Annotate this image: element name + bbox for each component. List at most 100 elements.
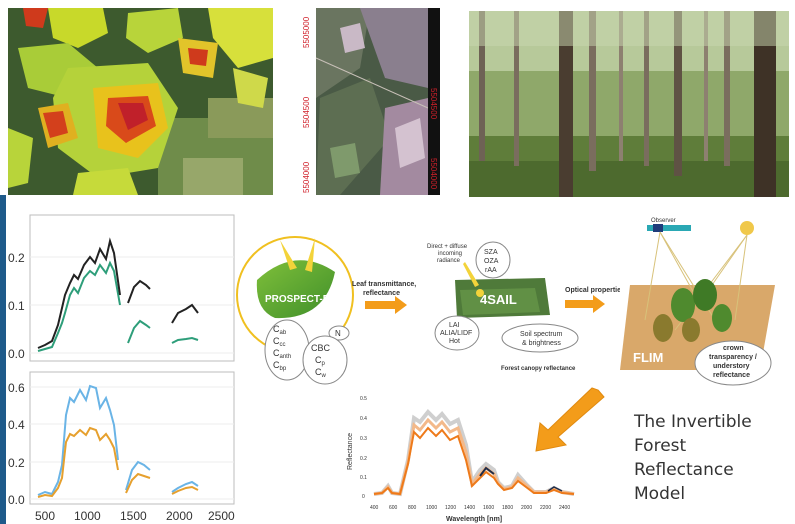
forest-photo: [469, 11, 789, 197]
tree-icon-4: [653, 314, 673, 342]
small-xtick-0: 400: [370, 505, 379, 511]
small-xtick-3: 1000: [426, 505, 437, 511]
angle-raa: rAA: [485, 267, 497, 274]
tree-icon-5: [682, 318, 700, 342]
n-label: N: [335, 329, 341, 338]
arrow1-icon: [365, 296, 407, 314]
param-ccc: Ccc: [273, 336, 286, 348]
param-cbp: Cbp: [273, 360, 287, 372]
upper-spectra-plot: 0.2 0.1 0.0: [8, 214, 235, 362]
small-ytick-4: 0.1: [360, 475, 367, 481]
lower-series-orange: [37, 426, 199, 498]
reflectance-chart: Reflectance 0.5 0.4 0.3 0.2 0.1 0 400 60…: [347, 396, 575, 523]
lai-param-2: Hot: [449, 338, 460, 345]
small-ytick-5: 0: [362, 494, 365, 500]
lower-xtick-4: 2500: [208, 509, 235, 523]
arrow1-label-2: reflectance: [363, 290, 400, 297]
param-cp: Cp: [315, 355, 326, 367]
direct-label-1: Direct + diffuse: [427, 244, 468, 250]
crown-bubble: [694, 340, 772, 386]
small-xtick-4: 1200: [445, 505, 456, 511]
direct-label-2: incoming: [438, 251, 462, 257]
leaf-icon: [256, 260, 335, 319]
arrow1-label-1: Leaf transmittance,: [352, 281, 416, 288]
cbc-label: CBC: [311, 343, 331, 353]
down-arrow-icon: [535, 387, 605, 452]
small-xtick-9: 2200: [540, 505, 551, 511]
aerial-coord-left-top: 5505000: [302, 16, 311, 48]
radiance-arrow-icon: [463, 262, 479, 287]
lower-ytick-3: 0.0: [8, 493, 25, 507]
aerial-coord-right-2: 5504000: [429, 158, 438, 190]
model-title: The Invertible Forest Reflectance Model: [634, 410, 752, 506]
crown-label-1: crown: [723, 345, 744, 352]
lower-ytick-2: 0.2: [8, 456, 25, 470]
aerial-coord-right-1: 5504500: [429, 88, 438, 120]
arrow2-icon: [565, 295, 605, 313]
crown-label-3: understory: [713, 363, 750, 370]
param-cab: Cab: [273, 324, 287, 336]
angle-oza: OZA: [484, 258, 499, 265]
title-line-1: The Invertible: [634, 412, 752, 432]
satellite-icon: [647, 225, 691, 231]
upper-ytick-0: 0.2: [8, 251, 25, 265]
direct-label-3: radiance: [437, 258, 461, 264]
crown-label-2: transparency /: [709, 354, 757, 361]
crown-label-4: reflectance: [713, 372, 750, 379]
soil-label-2: & brightness: [522, 340, 561, 347]
small-ytick-3: 0.2: [360, 456, 367, 462]
small-ylabel: Reflectance: [347, 433, 354, 470]
cbc-bubble: [302, 335, 348, 385]
model-diagram: PROSPECT-PRO Cab Ccc Canth Cbp N CBC Cp …: [236, 210, 790, 386]
small-ytick-2: 0.3: [360, 436, 367, 442]
lower-xtick-1: 1000: [74, 509, 101, 523]
upper-series-dark: [37, 237, 199, 349]
lower-xtick-0: 500: [35, 509, 55, 523]
angle-sza: SZA: [484, 249, 498, 256]
arrow2-label: Optical properties: [565, 287, 625, 294]
n-bubble: [328, 325, 350, 341]
title-line-3: Reflectance: [634, 460, 734, 480]
lower-ytick-1: 0.4: [8, 418, 25, 432]
small-xtick-1: 600: [389, 505, 398, 511]
lower-spectra-plot: 0.6 0.4 0.2 0.0 500 1000 1500 2000 2500: [8, 371, 235, 523]
lai-param-1: ALIA/LIDF: [440, 330, 472, 337]
title-line-2: Forest: [634, 436, 687, 456]
small-ytick-1: 0.4: [360, 416, 367, 422]
param-canth: Canth: [273, 348, 291, 360]
observer-label: Observer: [651, 218, 676, 224]
aerial-coord-left-1: 5504500: [302, 96, 311, 128]
small-xlabel: Wavelength [nm]: [446, 516, 502, 523]
small-ytick-0: 0.5: [360, 396, 367, 402]
sun-ray-icon-2: [305, 238, 315, 272]
prospect-label: PROSPECT-PRO: [265, 294, 345, 305]
param-cw: Cw: [315, 367, 327, 379]
lai-bubble: [434, 315, 480, 351]
sun-icon: [740, 221, 754, 235]
title-line-4: Model: [634, 484, 686, 504]
upper-ytick-2: 0.0: [8, 347, 25, 361]
lower-series-blue: [37, 384, 199, 496]
upper-ytick-1: 0.1: [8, 299, 25, 313]
lower-ytick-0: 0.6: [8, 381, 25, 395]
small-xtick-7: 1800: [502, 505, 513, 511]
left-accent-stripe: [0, 195, 6, 524]
flim-label: FLIM: [633, 350, 663, 365]
upper-series-green: [37, 260, 199, 352]
small-xtick-2: 800: [408, 505, 417, 511]
angles-bubble: [475, 241, 511, 279]
soil-bubble: [501, 323, 579, 353]
sun-ray-icon: [280, 240, 297, 270]
canopy-refl-label: Forest canopy reflectance: [501, 366, 576, 372]
lower-xtick-2: 1500: [120, 509, 147, 523]
sail-label: 4SAIL: [480, 292, 517, 307]
tree-icon-2: [693, 279, 717, 311]
soil-label-1: Soil spectrum: [520, 331, 563, 338]
lower-xtick-3: 2000: [166, 509, 193, 523]
tree-icon-3: [712, 304, 732, 332]
tree-icon-1: [671, 288, 695, 322]
small-xtick-10: 2400: [559, 505, 570, 511]
aerial-coord-left-2: 5504000: [302, 161, 311, 193]
leaf-params-bubble: [264, 319, 310, 381]
small-xtick-5: 1400: [464, 505, 475, 511]
